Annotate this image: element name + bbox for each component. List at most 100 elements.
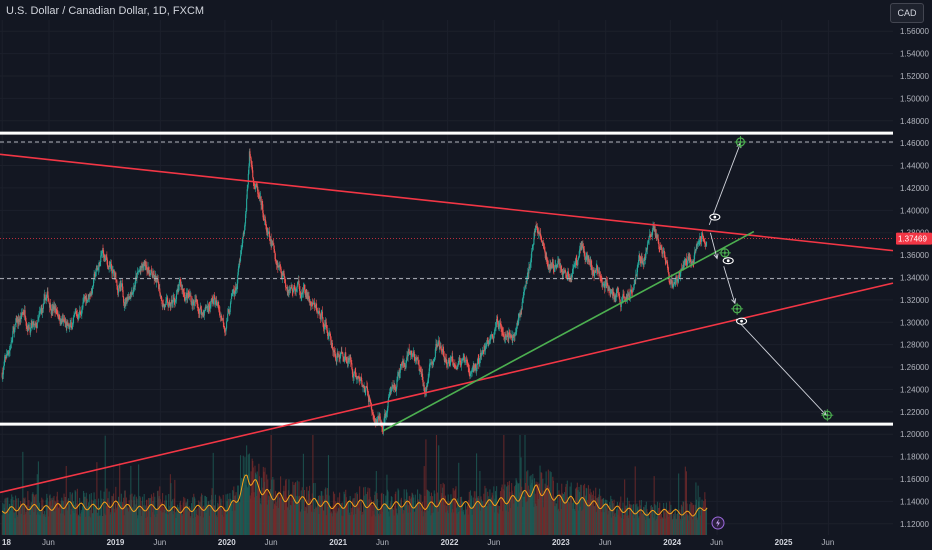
candle-body [341, 351, 343, 353]
volume-bar [39, 515, 41, 535]
candle-body [673, 282, 675, 284]
volume-bar [321, 500, 323, 535]
candle-body [540, 236, 542, 240]
volume-bar [265, 492, 267, 535]
volume-bar [167, 514, 169, 535]
volume-bar [15, 511, 17, 535]
volume-bar [433, 490, 435, 535]
candle-body [290, 286, 292, 289]
candle-body [136, 271, 139, 275]
volume-bar [120, 507, 122, 535]
candle-body [125, 297, 127, 302]
candle-body [553, 267, 556, 272]
volume-bar [45, 517, 47, 535]
volume-bar [369, 488, 371, 535]
volume-bar [385, 501, 387, 535]
volume-bar [531, 479, 533, 535]
volume-bar [484, 502, 487, 535]
volume-bar [457, 498, 459, 535]
volume-bar [398, 510, 400, 535]
volume-bar [506, 486, 508, 535]
candle-body [499, 322, 501, 325]
candle-body [92, 286, 94, 287]
volume-bar [159, 499, 161, 535]
volume-bar [9, 509, 11, 535]
volume-bar [537, 499, 539, 535]
candle-body [14, 324, 16, 330]
candle-body [670, 279, 672, 283]
candle-body [182, 289, 184, 293]
volume-bar [268, 499, 270, 535]
candle-body [352, 375, 355, 379]
volume-bar [389, 503, 391, 535]
volume-bar [481, 503, 483, 535]
candle-body [689, 257, 691, 261]
candle-body [500, 325, 502, 330]
candle-body [281, 273, 283, 278]
volume-bar [139, 495, 141, 535]
volume-bar [679, 509, 681, 535]
volume-bar [104, 513, 106, 535]
candle-body [214, 301, 217, 305]
candle-body [335, 355, 337, 361]
candle-body [491, 334, 493, 337]
volume-bar [391, 508, 394, 535]
price-tick-label: 1.20000 [900, 430, 929, 439]
price-tick-label: 1.30000 [900, 318, 929, 327]
volume-bar [229, 498, 232, 535]
volume-bar [11, 504, 13, 535]
volume-bar [408, 496, 410, 535]
volume-bar [97, 498, 100, 535]
grid-lines [0, 20, 893, 535]
candle-body [160, 295, 162, 297]
volume-bar [556, 482, 558, 535]
candle-body [50, 309, 52, 314]
candle-body [4, 356, 6, 360]
volume-bar [164, 513, 166, 535]
candle-body [268, 231, 271, 237]
candle-body [557, 259, 559, 261]
candle-body [592, 269, 595, 274]
volume-bar [38, 502, 41, 535]
candle-body [174, 299, 176, 303]
candle-body [628, 293, 630, 297]
volume-bar [477, 495, 479, 535]
candle-body [198, 309, 200, 313]
volume-bar [324, 489, 326, 535]
candle-body [600, 276, 602, 279]
candle-body [658, 244, 660, 248]
candle-body [69, 327, 71, 330]
volume-bar [395, 508, 397, 535]
volume-bar [700, 509, 703, 535]
volume-bar [168, 493, 170, 535]
volume-bar [280, 499, 282, 535]
volume-bar [26, 504, 28, 535]
volume-bar [702, 507, 704, 535]
candle-body [216, 303, 218, 306]
candle-body [601, 281, 603, 284]
currency-button[interactable]: CAD [890, 3, 924, 23]
candle-body [216, 300, 218, 306]
volume-bar [364, 510, 366, 535]
candle-body [328, 333, 330, 336]
volume-bar [56, 496, 58, 535]
candle-body [502, 331, 504, 333]
candle-body [217, 303, 219, 307]
volume-bar [636, 508, 639, 535]
candle-body [413, 351, 415, 354]
candle-body [645, 252, 647, 259]
volume-bar [92, 513, 94, 535]
volume-bar [415, 508, 417, 535]
volume-bar [247, 454, 249, 535]
candle-body [479, 352, 482, 358]
target-icon [718, 246, 731, 259]
flash-icon[interactable] [711, 516, 725, 530]
volume-bar [601, 498, 603, 535]
volume-bar [375, 471, 377, 535]
candle-body [486, 343, 488, 346]
candle-body [584, 251, 586, 256]
candle-body [551, 264, 553, 266]
volume-bar [231, 504, 233, 535]
volume-bar [403, 489, 405, 535]
